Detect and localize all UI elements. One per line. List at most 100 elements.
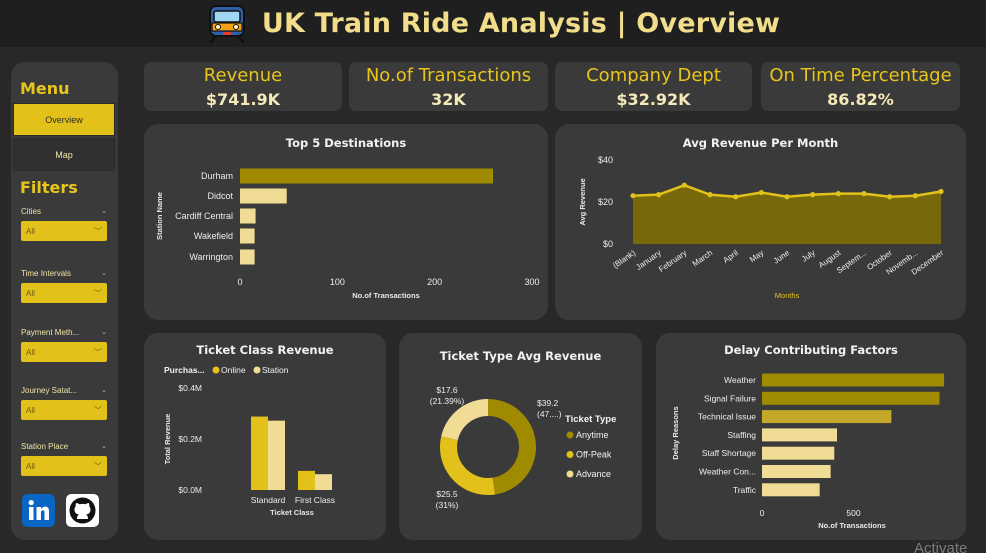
bar — [762, 446, 835, 460]
donut-slice — [441, 399, 488, 441]
x-axis-title: No.of Transactions — [352, 291, 420, 300]
dashboard-header: UK Train Ride Analysis | Overview — [0, 0, 986, 47]
y-tick-label: $0.4M — [178, 383, 202, 393]
kpi-value: $32.92K — [616, 90, 691, 109]
kpi-value: 86.82% — [827, 90, 894, 109]
chevron-down-icon[interactable]: ⌄ — [101, 270, 107, 277]
kpi-value: 32K — [431, 90, 466, 109]
legend-label: Anytime — [576, 430, 609, 440]
category-label: Wakefield — [194, 231, 233, 241]
chevron-down-icon[interactable]: ⌄ — [101, 443, 107, 450]
data-point — [861, 191, 867, 197]
chevron-down-icon[interactable]: ⌄ — [101, 208, 107, 215]
x-tick-label: May — [748, 248, 766, 264]
data-label: (31%) — [436, 500, 459, 510]
x-tick-label: February — [657, 248, 688, 274]
activation-watermark: Activate — [914, 540, 968, 553]
chevron-down-icon: ﹀ — [94, 347, 102, 357]
x-tick-label: 500 — [846, 508, 860, 518]
chevron-down-icon[interactable]: ⌄ — [101, 329, 107, 336]
x-tick-label: First Class — [295, 495, 335, 505]
kpi-on-time: On Time Percentage 86.82% — [761, 62, 960, 111]
filter-journey-status: Journey Satat... ⌄ All ﹀ — [21, 386, 109, 420]
filter-label: Cities — [21, 207, 42, 216]
category-label: Didcot — [207, 191, 233, 201]
bar — [315, 474, 332, 490]
dropdown-value: All — [26, 288, 35, 298]
chart-title: Top 5 Destinations — [285, 136, 407, 150]
x-tick-label: 100 — [330, 277, 345, 287]
kpi-label: No.of Transactions — [365, 65, 532, 86]
category-label: Cardiff Central — [175, 211, 233, 221]
ticket-class-card: Ticket Class Revenue Purchas... Online Sta… — [144, 333, 386, 540]
data-label: $39.2 — [537, 398, 559, 408]
bar — [762, 465, 831, 478]
data-point — [938, 188, 944, 195]
chevron-down-icon: ﹀ — [94, 461, 102, 471]
cities-dropdown[interactable]: All ﹀ — [21, 221, 107, 241]
bar — [762, 373, 945, 387]
station-place-dropdown[interactable]: All ﹀ — [21, 456, 107, 476]
category-label: Weather — [724, 375, 756, 385]
data-point — [887, 194, 893, 200]
x-axis-title: No.of Transactions — [818, 521, 886, 530]
category-label: Durham — [201, 171, 233, 181]
kpi-revenue: Revenue $741.9K — [144, 62, 342, 111]
linkedin-icon[interactable] — [22, 494, 55, 527]
bar — [762, 483, 820, 497]
y-axis-title: Avg Revenue — [578, 178, 587, 225]
data-point — [784, 194, 790, 200]
nav-map-button[interactable]: Map — [13, 138, 115, 171]
filter-cities: Cities ⌄ All ﹀ — [21, 207, 109, 241]
chevron-down-icon[interactable]: ⌄ — [101, 387, 107, 394]
page-title: UK Train Ride Analysis | Overview — [261, 8, 781, 39]
bar — [762, 391, 940, 405]
data-point — [835, 191, 841, 197]
delay-factors-card: Delay Contributing Factors Weather Signal… — [656, 333, 966, 540]
payment-method-dropdown[interactable]: All ﹀ — [21, 342, 107, 362]
legend-title: Ticket Type — [565, 414, 616, 425]
category-label: Warrington — [189, 252, 233, 262]
data-point — [810, 192, 816, 198]
bar — [251, 416, 268, 490]
bar — [762, 410, 892, 424]
legend-title: Purchas... — [164, 365, 205, 375]
category-label: Technical Issue — [698, 412, 756, 422]
y-tick-label: $0.2M — [178, 434, 202, 444]
y-axis-title: Station Name — [155, 192, 164, 240]
category-label: Staffing — [727, 430, 756, 440]
data-label: $25.5 — [436, 489, 458, 499]
donut-slice — [488, 399, 537, 495]
time-intervals-dropdown[interactable]: All ﹀ — [21, 283, 107, 303]
dropdown-value: All — [26, 347, 35, 357]
chart-title: Avg Revenue Per Month — [682, 136, 839, 150]
category-label: Signal Failure — [704, 393, 756, 403]
filter-label: Station Place — [21, 442, 69, 451]
github-icon[interactable] — [66, 494, 99, 527]
chart-title: Ticket Type Avg Revenue — [439, 349, 602, 363]
train-icon — [208, 4, 245, 44]
category-label: Weather Con... — [699, 467, 756, 477]
kpi-label: Company Dept — [586, 65, 721, 86]
x-tick-label: April — [722, 248, 740, 265]
filters-heading: Filters — [20, 178, 78, 197]
data-label: (21.39%) — [430, 396, 465, 406]
filter-label: Journey Satat... — [21, 386, 78, 395]
top-destinations-card: Top 5 Destinations Durham Didcot Cardiff C… — [144, 124, 548, 320]
delay-factors-chart: Weather Signal Failure Technical Issue Staf… — [671, 373, 945, 530]
bar — [268, 420, 285, 490]
bar — [240, 188, 287, 204]
legend-label: Off-Peak — [576, 450, 612, 460]
y-tick-label: $0.0M — [178, 485, 202, 495]
y-tick-label: $0 — [603, 239, 613, 249]
kpi-label: On Time Percentage — [769, 65, 952, 86]
data-label: $17.6 — [436, 385, 458, 395]
kpi-label: Revenue — [203, 65, 283, 86]
legend-marker — [212, 366, 220, 374]
x-tick-label: 200 — [427, 277, 442, 287]
y-tick-label: $40 — [598, 155, 613, 165]
journey-status-dropdown[interactable]: All ﹀ — [21, 400, 107, 420]
top-destinations-chart: Durham Didcot Cardiff Central Wakefield Warr… — [155, 168, 540, 300]
nav-overview-button[interactable]: Overview — [13, 103, 115, 136]
bar — [240, 249, 255, 265]
